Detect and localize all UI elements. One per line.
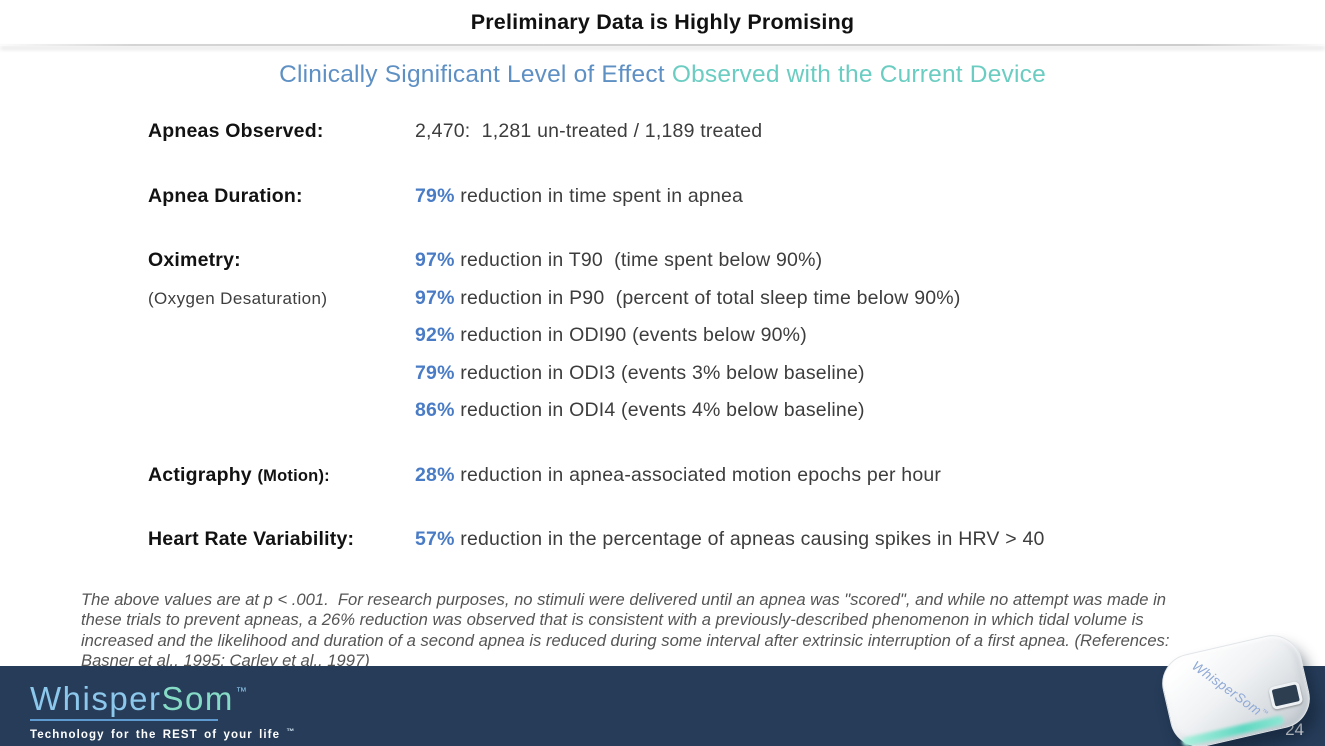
tagline-trademark: ™ bbox=[286, 727, 296, 736]
value-text: reduction in apnea-associated motion epo… bbox=[454, 464, 942, 486]
value-text: reduction in the percentage of apneas ca… bbox=[454, 528, 1045, 550]
footer-bar: WhisperSom ™ Technology for the REST of y… bbox=[0, 666, 1325, 746]
percent-value: 92% bbox=[415, 324, 455, 347]
percent-value: 86% bbox=[415, 399, 455, 422]
slide-subtitle: Clinically Significant Level of Effect O… bbox=[0, 61, 1325, 89]
value-text: reduction in time spent in apnea bbox=[454, 185, 744, 207]
row-label: Oximetry: (Oxygen Desaturation) bbox=[148, 247, 415, 312]
device-teal-glow bbox=[1181, 715, 1285, 746]
logo-tagline: Technology for the REST of your life bbox=[30, 729, 287, 741]
value-text: 2,470: 1,281 un-treated / 1,189 treated bbox=[415, 120, 763, 142]
value-text: reduction in ODI4 (events 4% below basel… bbox=[454, 399, 865, 422]
data-row-heart-rate-variability: Heart Rate Variability: 57% reduction in… bbox=[148, 526, 1278, 553]
percent-value: 79% bbox=[415, 185, 455, 207]
row-values: 28% reduction in apnea-associated motion… bbox=[415, 462, 1278, 489]
row-sublabel: (Oxygen Desaturation) bbox=[148, 289, 328, 308]
percent-value: 57% bbox=[415, 528, 455, 550]
row-values: 79% reduction in time spent in apnea bbox=[415, 183, 1278, 210]
value-text: reduction in ODI90 (events below 90%) bbox=[454, 324, 807, 347]
subtitle-primary: Clinically Significant Level of Effect bbox=[279, 61, 665, 88]
data-row-oximetry: Oximetry: (Oxygen Desaturation) 97% redu… bbox=[148, 247, 1278, 424]
value-text: reduction in ODI3 (events 3% below basel… bbox=[454, 361, 865, 384]
percent-value: 79% bbox=[415, 361, 455, 384]
row-label-note: (Motion): bbox=[257, 467, 330, 485]
value-text: reduction in T90 (time spent below 90%) bbox=[454, 249, 823, 271]
logo-text-whisper: Whisper bbox=[30, 680, 162, 717]
whispersom-logo: WhisperSom ™ Technology for the REST of y… bbox=[30, 674, 296, 741]
device-port bbox=[1268, 680, 1304, 711]
value-text: reduction in P90 (percent of total sleep… bbox=[454, 286, 961, 309]
subtitle-secondary: Observed with the Current Device bbox=[664, 61, 1046, 88]
whispersom-device-image: WhisperSom™ bbox=[1156, 629, 1316, 746]
row-label: Apnea Duration: bbox=[148, 185, 303, 207]
data-row-apnea-duration: Apnea Duration: 79% reduction in time sp… bbox=[148, 183, 1278, 210]
row-label-main: Oximetry: bbox=[148, 249, 241, 271]
logo-underline bbox=[30, 719, 218, 721]
row-values: 2,470: 1,281 un-treated / 1,189 treated bbox=[415, 118, 1278, 145]
percent-value: 97% bbox=[415, 249, 455, 271]
row-values: 97% reduction in T90 (time spent below 9… bbox=[415, 247, 1278, 424]
row-label: Actigraphy (Motion): bbox=[148, 464, 330, 486]
slide-title: Preliminary Data is Highly Promising bbox=[470, 10, 855, 34]
logo-trademark: ™ bbox=[235, 686, 247, 698]
row-label: Heart Rate Variability: bbox=[148, 528, 355, 550]
row-values: 57% reduction in the percentage of apnea… bbox=[415, 526, 1278, 553]
data-row-actigraphy: Actigraphy (Motion): 28% reduction in ap… bbox=[148, 462, 1278, 490]
footnote: The above values are at p < .001. For re… bbox=[81, 590, 1175, 671]
row-label: Apneas Observed: bbox=[148, 120, 324, 142]
percent-value: 97% bbox=[415, 286, 455, 309]
header-divider bbox=[0, 44, 1325, 46]
percent-value: 28% bbox=[415, 464, 455, 486]
logo-text-som: Som bbox=[161, 680, 234, 717]
data-row-apneas-observed: Apneas Observed: 2,470: 1,281 un-treated… bbox=[148, 118, 1278, 145]
